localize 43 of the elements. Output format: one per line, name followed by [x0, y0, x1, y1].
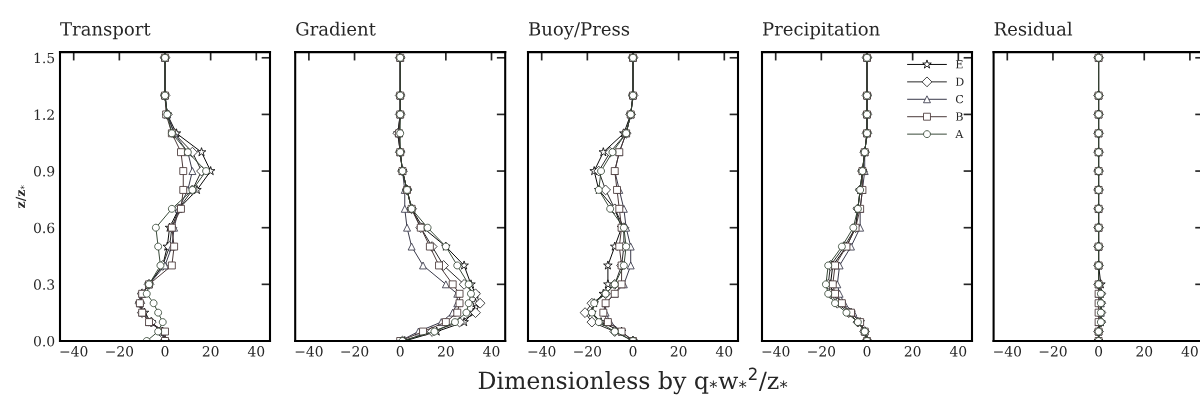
y-tick-label: 0.6 — [33, 222, 55, 234]
y-tick-label: 0.3 — [33, 279, 55, 290]
y-tick-label: 1.2 — [34, 109, 54, 120]
x-tick-label: −20 — [1039, 346, 1067, 357]
x-tick-label: 40 — [715, 346, 733, 357]
y-axis-title: z/z$_{*}$ — [15, 185, 27, 208]
x-tick-label: −40 — [994, 346, 1022, 357]
y-tick-label: 0.9 — [33, 166, 55, 177]
x-tick-label: 0 — [629, 346, 637, 357]
x-tick-label: 20 — [437, 346, 454, 357]
x-tick-label: −40 — [60, 346, 88, 357]
y-tick-label: 1.5 — [34, 52, 55, 64]
chart-title: Gradient — [296, 21, 376, 36]
legend-label: B — [955, 112, 963, 121]
x-tick-label: −40 — [762, 346, 790, 357]
x-tick-label: 40 — [247, 346, 265, 357]
chart-title: Transport — [60, 22, 151, 40]
chart-title: Residual — [994, 21, 1073, 36]
y-tick-label: 0.0 — [33, 335, 55, 347]
chart-title: Buoy/Press — [529, 22, 630, 40]
x-tick-label: −20 — [574, 346, 602, 357]
x-tick-label: −40 — [295, 346, 323, 357]
x-tick-label: −20 — [106, 346, 134, 357]
x-tick-label: 40 — [483, 346, 500, 357]
x-tick-label: 20 — [1136, 346, 1153, 357]
x-tick-label: 40 — [1181, 346, 1198, 357]
legend-label: A — [955, 129, 964, 139]
x-tick-label: 20 — [202, 346, 219, 357]
x-tick-label: −40 — [528, 346, 556, 357]
legend-label: D — [955, 77, 964, 86]
x-tick-label: 40 — [949, 346, 967, 357]
x-tick-label: 20 — [904, 346, 921, 357]
x-tick-label: 0 — [863, 346, 871, 357]
x-tick-label: 0 — [1095, 346, 1103, 357]
legend-label: C — [955, 94, 964, 104]
x-tick-label: −20 — [808, 346, 836, 357]
x-tick-label: 0 — [396, 346, 404, 357]
chart-title: Precipitation — [763, 22, 880, 40]
x-tick-label: −20 — [341, 346, 369, 357]
x-tick-label: 20 — [670, 346, 687, 357]
x-tick-label: 0 — [161, 346, 169, 357]
x-axis-title: Dimensionless by q$_{*}$w$_{*}$$^{2}$/z$_{*}$ — [478, 367, 788, 395]
legend-label: E — [955, 60, 963, 69]
